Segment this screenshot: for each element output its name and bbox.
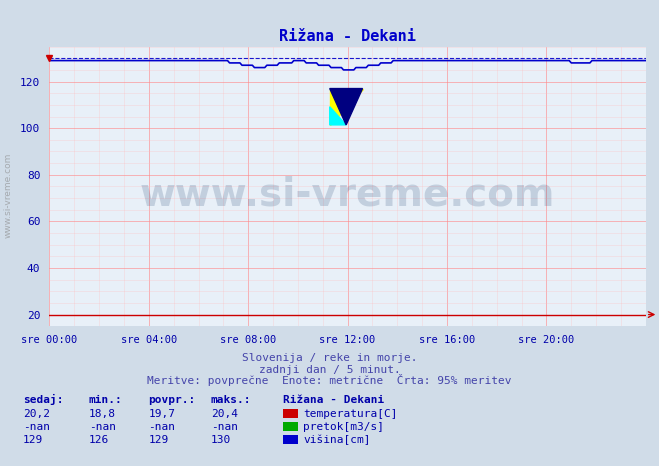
Text: 130: 130 [211,435,231,445]
Text: povpr.:: povpr.: [148,395,196,405]
Polygon shape [330,89,362,125]
Text: 126: 126 [89,435,109,445]
Text: 129: 129 [23,435,43,445]
Text: pretok[m3/s]: pretok[m3/s] [303,422,384,432]
Text: -nan: -nan [148,422,175,432]
Text: zadnji dan / 5 minut.: zadnji dan / 5 minut. [258,365,401,375]
Text: min.:: min.: [89,395,123,405]
Text: maks.:: maks.: [211,395,251,405]
Text: 20,4: 20,4 [211,409,238,419]
Text: Slovenija / reke in morje.: Slovenija / reke in morje. [242,353,417,363]
Text: 20,2: 20,2 [23,409,50,419]
Text: Meritve: povprečne  Enote: metrične  Črta: 95% meritev: Meritve: povprečne Enote: metrične Črta:… [147,375,512,386]
Text: 129: 129 [148,435,169,445]
Title: Rižana - Dekani: Rižana - Dekani [279,29,416,44]
Text: www.si-vreme.com: www.si-vreme.com [140,176,556,214]
Text: temperatura[C]: temperatura[C] [303,409,397,419]
Polygon shape [330,107,346,125]
Polygon shape [330,89,362,125]
Text: 19,7: 19,7 [148,409,175,419]
Text: 18,8: 18,8 [89,409,116,419]
Text: Rižana - Dekani: Rižana - Dekani [283,395,385,405]
Text: -nan: -nan [211,422,238,432]
Text: sedaj:: sedaj: [23,394,63,405]
Text: višina[cm]: višina[cm] [303,434,370,445]
Text: -nan: -nan [23,422,50,432]
Text: www.si-vreme.com: www.si-vreme.com [3,153,13,239]
Text: -nan: -nan [89,422,116,432]
